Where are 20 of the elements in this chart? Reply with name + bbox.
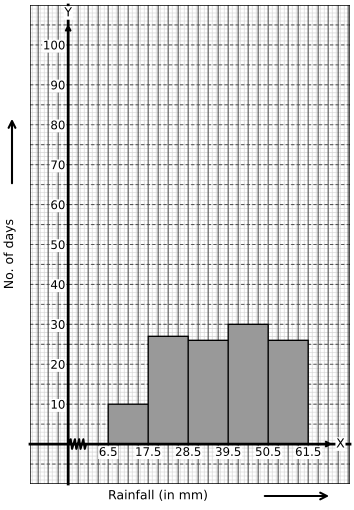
x-tick-label: 39.5 bbox=[216, 447, 240, 456]
y-tick-label: 30 bbox=[51, 320, 65, 329]
x-tick-label: 50.5 bbox=[256, 447, 280, 456]
y-tick-label: 60 bbox=[51, 200, 65, 210]
annotation: X bbox=[336, 438, 344, 448]
y-tick-label: 80 bbox=[51, 120, 65, 130]
x-axis-title: Rainfall (in mm) bbox=[109, 490, 207, 501]
x-tick-label: 6.5 bbox=[100, 447, 117, 456]
y-tick-label: 10 bbox=[52, 400, 65, 409]
y-tick-label: 50 bbox=[51, 240, 65, 250]
x-tick-label: 28.5 bbox=[176, 447, 200, 456]
y-axis-title: No. of days bbox=[4, 220, 16, 288]
x-tick-label: 61.5 bbox=[296, 447, 320, 456]
annotation: Y bbox=[64, 7, 72, 16]
y-tick-label: 20 bbox=[51, 360, 65, 369]
y-tick-label: 70 bbox=[51, 160, 65, 170]
y-tick-label: 40 bbox=[50, 280, 65, 290]
y-tick-label: 100 bbox=[44, 40, 65, 50]
x-tick-label: 17.5 bbox=[136, 447, 160, 456]
y-tick-label: 90 bbox=[51, 80, 65, 90]
